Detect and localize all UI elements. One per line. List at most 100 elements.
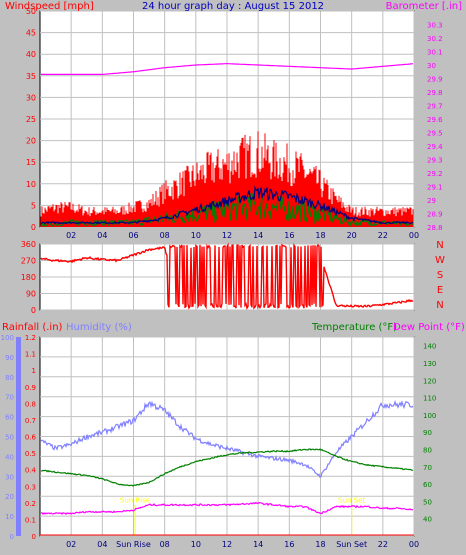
humidity-y-tick: 70 <box>5 394 14 402</box>
x-tick-label: 04 <box>97 231 107 240</box>
rain-y-tick: 0.1 <box>25 516 36 524</box>
x-tick-label: Sun Set <box>336 540 367 549</box>
x-tick-label: 00 <box>409 540 419 549</box>
rain-y-tick: 0.5 <box>25 450 36 458</box>
temperature-y-tick: 110 <box>423 395 436 403</box>
humidity-y-tick: 60 <box>5 414 14 422</box>
x-tick-label: 04 <box>97 540 107 549</box>
x-tick-label: Sun Rise <box>116 540 151 549</box>
barometer-y-tick: 29.1 <box>427 184 443 192</box>
temperature-line <box>40 448 413 487</box>
compass-label: E <box>437 285 443 296</box>
barometer-y-tick: 29.7 <box>427 103 443 111</box>
barometer-line <box>41 62 414 75</box>
rain-y-tick: 0.6 <box>25 434 37 442</box>
dewpoint-line <box>41 501 414 516</box>
temperature-y-tick: 70 <box>423 464 432 472</box>
humidity-y-tick: 80 <box>5 374 14 382</box>
humidity-y-tick: 0 <box>10 533 14 541</box>
x-tick-label: 18 <box>315 231 325 240</box>
wind-y-tick: 5 <box>31 201 36 210</box>
barometer-y-tick: 29.2 <box>427 170 443 178</box>
x-tick-label: 08 <box>160 231 170 240</box>
x-tick-label: 02 <box>66 540 76 549</box>
direction-y-tick: 360 <box>21 240 36 249</box>
direction-y-tick: 0 <box>31 306 36 315</box>
direction-y-tick: 180 <box>21 273 36 282</box>
x-tick-label: 02 <box>66 231 76 240</box>
x-tick-label: 14 <box>253 231 263 240</box>
temperature-y-tick: 100 <box>423 412 436 420</box>
humidity-scale-bar <box>16 337 21 536</box>
wind-axis-title: Windspeed [mph] <box>5 1 94 12</box>
direction-y-tick: 90 <box>26 290 36 299</box>
dewpoint-axis-title: Dew Point (°F) <box>393 322 465 333</box>
temperature-y-tick: 130 <box>423 360 436 368</box>
sunrise-marker-label: Sun Rise <box>120 496 150 504</box>
wind-average-line <box>40 185 414 225</box>
temperature-axis-title: Temperature (°F) <box>311 322 397 333</box>
humidity-y-tick: 40 <box>5 453 14 461</box>
rain-y-tick: 0.3 <box>25 483 36 491</box>
barometer-y-tick: 29.5 <box>427 130 443 138</box>
barometer-y-tick: 29.8 <box>427 89 443 97</box>
wind-y-tick: 35 <box>26 72 36 81</box>
x-tick-label: 16 <box>284 231 294 240</box>
temperature-y-tick: 40 <box>423 516 432 524</box>
sunset-marker-label: Sun Set <box>338 496 365 504</box>
x-tick-label: 10 <box>191 540 201 549</box>
temperature-y-tick: 140 <box>423 343 436 351</box>
x-tick-label: 14 <box>253 540 263 549</box>
temperature-y-tick: 80 <box>423 446 432 454</box>
barometer-y-tick: 28.8 <box>427 224 443 232</box>
direction-y-tick: 270 <box>21 257 36 266</box>
humidity-y-tick: 20 <box>5 493 14 501</box>
wind-y-tick: 20 <box>26 137 36 146</box>
wind-low-line <box>40 192 414 228</box>
x-tick-label: 12 <box>222 231 232 240</box>
barometer-y-tick: 29.3 <box>427 157 443 165</box>
wind-y-tick: 25 <box>26 115 36 124</box>
x-tick-label: 22 <box>378 540 388 549</box>
wind-y-tick: 0 <box>31 223 36 232</box>
rain-y-tick: 1 <box>32 367 36 375</box>
rain-y-tick: 0.4 <box>25 467 37 475</box>
humidity-y-tick: 90 <box>5 354 14 362</box>
barometer-y-tick: 29 <box>427 197 436 205</box>
rain-y-tick: 1.2 <box>25 334 36 342</box>
barometer-y-tick: 30.1 <box>427 49 443 57</box>
rain-y-tick: 0.9 <box>25 384 36 392</box>
wind-y-tick: 45 <box>26 29 36 38</box>
wind-y-tick: 40 <box>26 50 36 59</box>
humidity-line <box>40 399 414 479</box>
barometer-y-tick: 29.4 <box>427 143 443 151</box>
humidity-axis-title: Humidity (%) <box>66 322 132 333</box>
rainfall-axis-title: Rainfall (.in) <box>2 322 63 333</box>
compass-label: N <box>436 240 443 251</box>
wind-y-tick: 30 <box>26 93 36 102</box>
compass-label: N <box>436 300 443 311</box>
temperature-y-tick: 50 <box>423 498 432 506</box>
x-tick-label: 16 <box>284 540 294 549</box>
wind-y-tick: 15 <box>26 158 36 167</box>
compass-label: S <box>437 270 443 281</box>
rain-y-tick: 0.7 <box>25 417 36 425</box>
humidity-y-tick: 10 <box>5 513 14 521</box>
chart-title: 24 hour graph day : August 15 2012 <box>142 1 324 12</box>
humidity-y-tick: 30 <box>5 473 14 481</box>
barometer-y-tick: 29.9 <box>427 76 443 84</box>
barometer-y-tick: 30 <box>427 62 436 70</box>
wind-y-tick: 10 <box>26 180 36 189</box>
rain-y-tick: 0.2 <box>25 500 36 508</box>
x-tick-label: 08 <box>160 540 170 549</box>
x-tick-label: 12 <box>222 540 232 549</box>
x-tick-label: 18 <box>315 540 325 549</box>
x-tick-label: 06 <box>128 231 138 240</box>
barometer-y-tick: 30.2 <box>427 35 443 43</box>
humidity-y-tick: 100 <box>1 334 14 342</box>
barometer-y-tick: 30.3 <box>427 22 443 30</box>
rain-y-tick: 0 <box>32 533 36 541</box>
compass-label: W <box>435 255 445 266</box>
